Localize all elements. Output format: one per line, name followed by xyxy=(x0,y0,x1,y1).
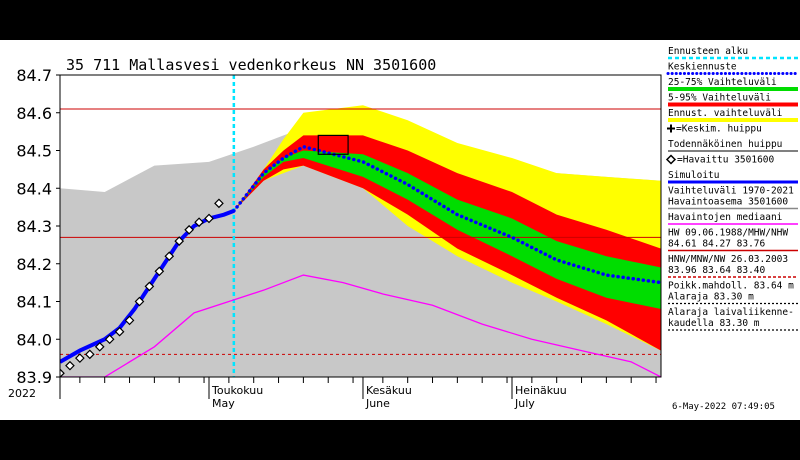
chart-lines xyxy=(60,134,661,377)
legend-label: Havaintojen mediaani xyxy=(668,212,783,223)
median-line xyxy=(60,274,661,377)
legend-label: Alaraja 83.30 m xyxy=(668,292,754,303)
observed-point xyxy=(60,368,65,377)
reference-lines xyxy=(60,75,661,377)
legend-label: Ennusteen alku xyxy=(668,46,748,57)
y-tick-label: 84.7 xyxy=(16,66,52,85)
observed-point xyxy=(164,251,175,262)
month-label-en: May xyxy=(212,397,235,410)
observed-point xyxy=(174,236,185,246)
legend-label: 25-75% Vaihteluväli xyxy=(668,77,777,88)
observed-point xyxy=(65,360,75,371)
mean-forecast-line xyxy=(232,144,661,285)
observed-point xyxy=(204,213,214,224)
y-tick-label: 84.5 xyxy=(16,142,52,161)
observed-point xyxy=(134,296,145,307)
legend-label: Vaihteluväli 1970-2021 xyxy=(668,186,794,197)
legend-diamond-icon xyxy=(665,154,677,165)
y-tick-label: 84.6 xyxy=(16,104,52,123)
water-level-chart: 84.7 84.6 84.5 84.4 84.3 84.2 84.1 84.0 83.9 Touk… xyxy=(8,46,800,412)
band-vaihteluvali-1970-2021 xyxy=(60,112,661,377)
y-tick-label: 84.1 xyxy=(16,293,52,312)
y-tick-label: 84.3 xyxy=(16,217,52,236)
legend-label: =Havaittu 3501600 xyxy=(677,155,775,166)
legend-label: Havaintoasema 3501600 xyxy=(668,197,788,208)
chart-title: 35 711 Mallasvesi vedenkorkeus NN 350160… xyxy=(66,56,436,74)
chart-bands xyxy=(60,75,661,377)
legend-cross-icon xyxy=(667,124,675,133)
legend-label: Ennust. vaihteluväli xyxy=(668,108,783,119)
observed-point xyxy=(84,349,95,360)
observed-point xyxy=(154,266,165,277)
month-label-fi: Heinäkuu xyxy=(515,384,567,397)
legend-label: kaudella 83.30 m xyxy=(668,318,760,329)
legend-label: 83.96 83.64 83.40 xyxy=(668,265,766,276)
month-label-en: July xyxy=(514,397,535,410)
observed-point xyxy=(94,341,105,352)
chart-axes: 84.7 84.6 84.5 84.4 84.3 84.2 84.1 84.0 83.9 Touk… xyxy=(16,66,662,410)
observed-point xyxy=(144,281,155,292)
timestamp: 6-May-2022 07:49:05 xyxy=(672,402,775,412)
y-tick-label: 84.4 xyxy=(16,179,52,198)
legend-label: =Keskim. huippu xyxy=(676,124,762,135)
observed-point xyxy=(194,217,204,228)
legend-label: 5-95% Vaihteluväli xyxy=(668,93,771,104)
observed-point xyxy=(114,326,125,337)
legend-label: 84.61 84.27 83.76 xyxy=(668,239,766,250)
band-25-75-vaihteluvali xyxy=(233,150,661,310)
chart-legend: Ennusteen alku Keskiennuste 25-75% Vaihtel… xyxy=(665,46,800,331)
y-tick-label: 84.2 xyxy=(16,255,52,274)
chart-frame: 84.7 84.6 84.5 84.4 84.3 84.2 84.1 84.0 83.9 Touk… xyxy=(0,40,800,420)
month-label-en: June xyxy=(365,397,390,410)
month-label-fi: Kesäkuu xyxy=(366,384,412,397)
month-label-fi: Toukokuu xyxy=(211,384,263,397)
observed-point xyxy=(124,315,135,326)
legend-label: Alaraja laivaliikenne- xyxy=(668,307,794,318)
observed-point xyxy=(214,198,224,209)
probable-peak-box xyxy=(317,134,349,155)
year-label: 2022 xyxy=(8,387,36,400)
y-tick-label: 84.0 xyxy=(16,330,52,349)
legend-label: Keskiennuste xyxy=(668,62,737,73)
legend-label: HW 09.06.1988/MHW/NHW xyxy=(668,228,788,239)
legend-label: Poikk.mahdoll. 83.64 m xyxy=(668,281,794,292)
legend-label: HNW/MNW/NW 26.03.2003 xyxy=(668,254,788,265)
legend-label: Todennäköinen huippu xyxy=(668,139,782,150)
band-5-95-vaihteluvali xyxy=(233,135,661,351)
observed-point xyxy=(104,334,115,345)
y-tick-label: 83.9 xyxy=(16,368,52,387)
observed-point xyxy=(75,353,85,363)
legend-label: Simuloitu xyxy=(668,170,719,181)
observed-point xyxy=(184,224,194,235)
